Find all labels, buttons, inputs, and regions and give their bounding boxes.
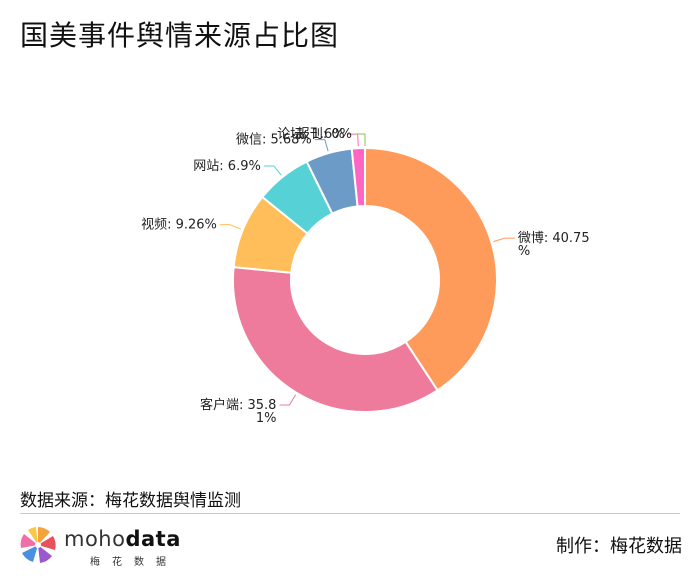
- logo-subtitle: 梅花数据: [90, 557, 178, 568]
- slice-1-label-line: 1%: [256, 411, 277, 426]
- maker-credit: 制作：梅花数据: [556, 536, 682, 557]
- slice-2-leader: [219, 224, 242, 230]
- labels-group: 微博: 40.75 % 客户端: 35.8 1% 视频: 9.26% 网站: 6.9% 微信…: [141, 127, 590, 426]
- logo-wordmark: mohodata: [64, 527, 181, 551]
- slice-3-label-line: 网站: 6.9%: [193, 159, 261, 174]
- data-source: 数据来源：梅花数据舆情监测: [20, 491, 241, 511]
- logo-word-data: data: [125, 527, 181, 551]
- slice-2-label-line: 视频: 9.26%: [141, 218, 217, 233]
- slice-1-label-line: 客户端: 35.8: [200, 397, 276, 413]
- slice-0: [364, 146, 498, 392]
- logo-word-moho: moho: [64, 527, 126, 551]
- slice-3-label: 网站: 6.9%: [193, 159, 261, 174]
- slices-group: [232, 146, 498, 413]
- slice-2-label: 视频: 9.26%: [141, 218, 217, 233]
- slice-0-label: 微博: 40.75%: [518, 231, 590, 259]
- slice-6-leader: [355, 133, 366, 146]
- slice-5-label-line: 论坛: 1.6%: [277, 127, 345, 142]
- slice-4-label-line: 微信: 5.68%: [236, 133, 312, 148]
- slice-3-leader: [263, 165, 282, 176]
- slice-5-label: 论坛: 1.6%: [277, 127, 345, 142]
- slice-1-label: 客户端: 35.8 1%: [200, 397, 276, 426]
- slice-0-leader: [493, 237, 515, 243]
- leader-lines-group: [219, 133, 515, 406]
- slice-0-label-line: %: [518, 244, 530, 259]
- slice-6-label: 报刊: 0%: [297, 127, 352, 142]
- slice-6-label-line: 报刊: 0%: [297, 127, 352, 142]
- donut-chart: 微博: 40.75 % 客户端: 35.8 1% 视频: 9.26% 网站: 6.9% 微信…: [141, 127, 590, 426]
- slice-5: [350, 146, 366, 208]
- mohodata-logo: mohodata 梅花数据: [18, 525, 188, 569]
- slice-4-leader: [314, 139, 329, 152]
- slice-4-label: 微信: 5.68%: [236, 133, 312, 148]
- chart-title: 国美事件舆情来源占比图: [20, 19, 340, 52]
- slice-0-label-line: 微博: 40.75: [518, 231, 590, 246]
- slice-1: [232, 265, 439, 413]
- footer-divider: [20, 513, 680, 514]
- pinwheel-logo-icon: [20, 527, 56, 563]
- slice-1-leader: [279, 394, 297, 406]
